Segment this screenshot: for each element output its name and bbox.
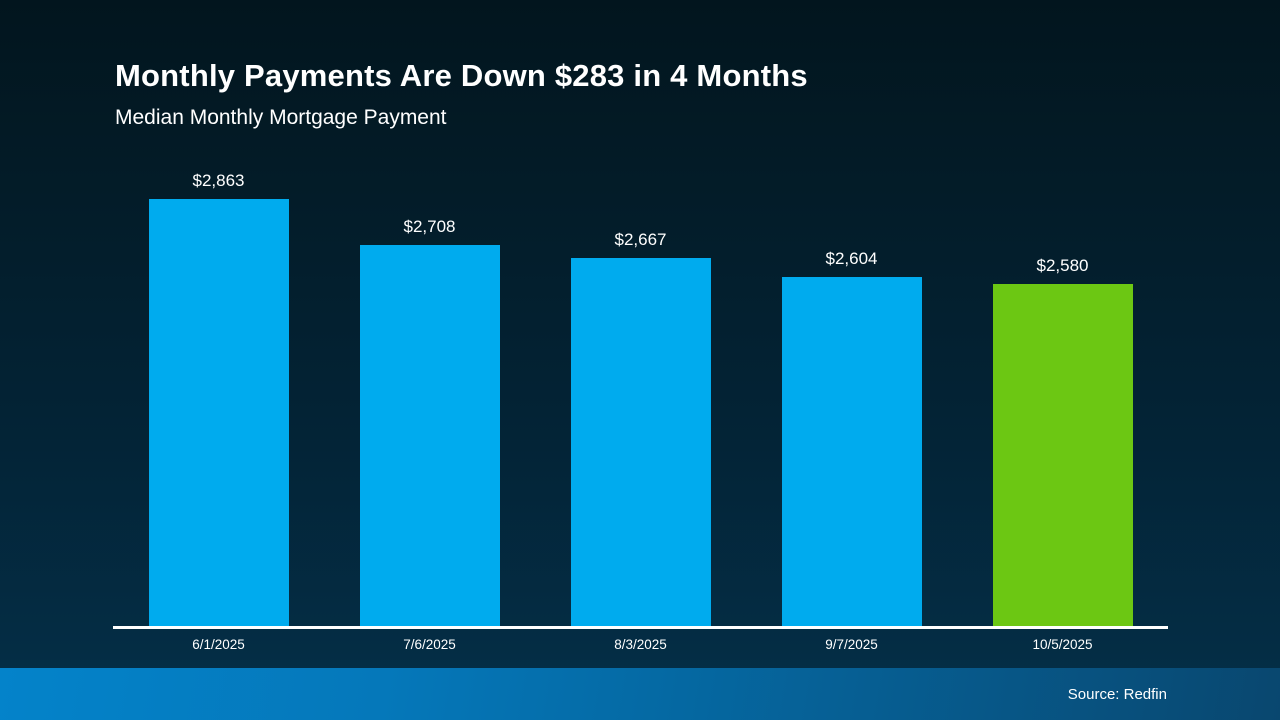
x-axis-line	[113, 626, 1168, 629]
source-attribution: Source: Redfin	[1067, 685, 1167, 703]
bar-value-label: $2,580	[1036, 256, 1089, 275]
x-axis-tick-label: 7/6/2025	[403, 637, 456, 652]
x-axis-tick-label: 10/5/2025	[1032, 637, 1093, 652]
bar-9/7/2025	[781, 277, 922, 627]
chart-header: Monthly Payments Are Down $283 in 4 Mont…	[115, 58, 808, 130]
bar-7/6/2025	[359, 245, 500, 627]
x-axis-tick-label: 9/7/2025	[825, 637, 878, 652]
chart-title: Monthly Payments Are Down $283 in 4 Mont…	[115, 58, 808, 93]
chart-subtitle: Median Monthly Mortgage Payment	[115, 106, 447, 129]
x-axis-labels: 6/1/2025 7/6/2025 8/3/2025 9/7/2025 10/5/202…	[113, 635, 1168, 659]
bar-10/5/2025	[992, 284, 1133, 627]
bar-chart-plot-area: $2,863 $2,708 $2,667 $2,604 $2,580	[113, 0, 1168, 627]
bar-value-label: $2,863	[192, 171, 245, 190]
bar-6/1/2025	[148, 199, 289, 627]
bar-8/3/2025	[570, 258, 711, 627]
bar-value-label: $2,667	[614, 230, 667, 249]
bar-value-label: $2,604	[825, 249, 878, 268]
footer-bar: Source: Redfin	[0, 668, 1280, 720]
x-axis-tick-label: 8/3/2025	[614, 637, 667, 652]
x-axis-tick-label: 6/1/2025	[192, 637, 245, 652]
bar-value-label: $2,708	[403, 217, 456, 236]
